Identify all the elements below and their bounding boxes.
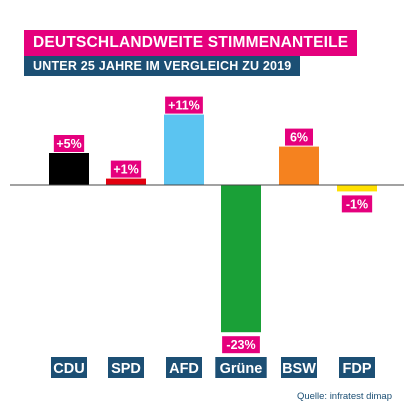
bar-bsw <box>279 146 319 185</box>
source-note: Quelle: infratest dimap <box>296 391 392 402</box>
category-label-bg <box>281 357 317 378</box>
value-label-bg <box>285 128 313 146</box>
value-label: +5% <box>56 137 81 151</box>
category-label: CDU <box>53 361 84 377</box>
value-label: -1% <box>346 197 368 211</box>
bar-spd <box>106 178 146 185</box>
category-label: FDP <box>343 361 372 377</box>
value-label-bg <box>53 135 85 152</box>
category-label: BSW <box>282 361 316 377</box>
value-label-bg <box>222 336 260 354</box>
value-label: -23% <box>226 338 255 352</box>
bar-grüne <box>221 185 261 333</box>
value-label-bg <box>165 96 203 114</box>
chart-title: DEUTSCHLANDWEITE STIMMENANTEILE <box>24 30 358 56</box>
bar-afd <box>164 114 204 185</box>
category-label: SPD <box>111 361 141 377</box>
category-label-bg <box>166 357 202 378</box>
value-label-bg <box>341 195 373 213</box>
value-label: +1% <box>113 163 138 177</box>
bar-fdp <box>337 185 377 192</box>
value-label: 6% <box>290 131 308 145</box>
category-label: Grüne <box>220 361 263 377</box>
category-label-bg <box>339 357 375 378</box>
value-label: +11% <box>168 99 200 113</box>
category-label-bg <box>51 357 87 378</box>
category-label-bg <box>108 357 144 378</box>
value-label-bg <box>110 160 142 178</box>
category-label: AFD <box>169 361 199 377</box>
chart-subtitle: UNTER 25 JAHRE IM VERGLEICH ZU 2019 <box>24 56 301 76</box>
category-label-bg <box>215 357 267 378</box>
bar-cdu <box>49 153 89 185</box>
